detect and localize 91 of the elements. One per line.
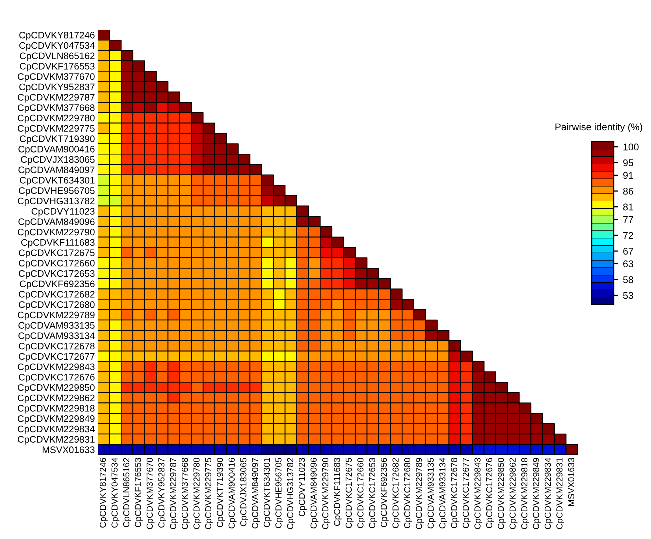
y-tick-label: CpCDVKF176553 [20, 63, 95, 72]
x-tick-label: CpCDVKM229775 [205, 458, 214, 530]
y-tick-label: CpCDVKM229843 [18, 364, 95, 372]
x-tick-label: CpCDVKM229849 [533, 458, 542, 530]
x-tick-label: CpCDVKM229789 [416, 458, 424, 530]
y-tick-label: CpCDVLN865162 [20, 52, 95, 62]
color-bar-label: 81 [623, 204, 634, 211]
x-tick-label: CpCDVKM229862 [510, 458, 518, 530]
y-tick-label: CpCDVKC172678 [19, 342, 95, 352]
y-tick-label: CpCDVKM229831 [18, 436, 95, 445]
x-tick-label: CpCDVKT634301 [264, 458, 272, 528]
x-tick-label: CpCDVKM229834 [544, 458, 553, 530]
y-tick-label: CpCDVKC172675 [19, 250, 95, 258]
y-tick-label: CpCDVKY047534 [20, 42, 95, 51]
x-tick-label: CpCDVKM229790 [322, 458, 330, 530]
y-tick-label: CpCDVKC172676 [19, 374, 95, 383]
x-tick-label: CpCDVKT719390 [217, 458, 226, 528]
y-tick-label: CpCDVKC172653 [19, 270, 95, 279]
y-tick-label: CpCDVKM229780 [18, 114, 95, 124]
x-tick-label: CpCDVAM900416 [228, 458, 237, 529]
x-tick-label: CpCDVKM229818 [521, 458, 530, 530]
y-tick-label: CpCDVKC172677 [19, 353, 95, 362]
y-tick-label: CpCDVKY817246 [20, 32, 95, 41]
color-bar-label: 86 [623, 188, 634, 195]
color-bar-label: 77 [624, 216, 634, 224]
y-tick-label: CpCDVKF692356 [20, 280, 95, 290]
y-tick-label: CpCDVAM849096 [18, 218, 95, 228]
y-tick-label: CpCDVAM933135 [18, 322, 95, 331]
x-tick-label: CpCDVKY952837 [158, 458, 166, 528]
y-tick-label: CpCDVKC172682 [19, 291, 95, 300]
x-tick-label: CpCDVAM849096 [310, 458, 319, 529]
x-tick-label: CpCDVKC172676 [486, 458, 494, 528]
color-bar-label: 63 [624, 260, 634, 268]
x-tick-label: CpCDVKM377668 [182, 458, 190, 530]
color-bar-label: 91 [623, 172, 634, 180]
x-tick-label: CpCDVKF176553 [135, 458, 144, 528]
y-tick-label: CpCDVAM933134 [18, 332, 95, 342]
x-tick-label: CpCDVKF111683 [334, 458, 342, 526]
color-bar-label: 95 [623, 160, 634, 166]
y-tick-label: CpCDVKY952837 [20, 84, 95, 92]
y-tick-label: CpCDVAM849097 [18, 166, 95, 176]
y-tick-label: CpCDVKM229849 [18, 416, 95, 424]
color-bar-title: Pairwise identity (%) [556, 123, 642, 133]
x-tick-label: MSVX01633 [568, 458, 574, 506]
y-tick-label: CpCDVKC172680 [19, 302, 95, 310]
y-tick-label: CpCDVKM229787 [18, 94, 95, 103]
y-tick-label: CpCDVJX183065 [21, 156, 95, 165]
y-tick-label: CpCDVKT634301 [20, 177, 95, 186]
x-tick-label: CpCDVKM229831 [556, 458, 565, 530]
x-tick-label: CpCDVJX183065 [240, 458, 248, 526]
x-tick-label: CpCDVY11023 [299, 458, 307, 517]
y-tick-label: MSVX01633 [42, 446, 95, 454]
x-tick-label: CpCDVAM933134 [440, 458, 448, 529]
x-tick-label: CpCDVHE956705 [276, 458, 284, 528]
y-tick-label: CpCDVKM377668 [18, 104, 95, 114]
color-bar-label: 100 [624, 144, 639, 151]
x-tick-label: CpCDVKC172680 [404, 458, 412, 528]
x-tick-label: CpCDVKM229850 [498, 458, 506, 530]
y-tick-label: CpCDVKF111683 [22, 239, 95, 248]
x-tick-label: CpCDVKM229843 [474, 458, 483, 530]
y-tick-label: CpCDVKM229862 [18, 394, 95, 404]
x-tick-label: CpCDVKC172653 [369, 458, 378, 528]
y-tick-label: CpCDVAM900416 [18, 146, 95, 155]
color-bar-label: 67 [624, 248, 634, 255]
x-tick-label: CpCDVKM229787 [170, 458, 178, 530]
x-tick-label: CpCDVKF692356 [380, 458, 389, 528]
y-tick-label: CpCDVY11023 [32, 208, 95, 217]
color-bar-label: 58 [623, 276, 634, 284]
y-tick-label: CpCDVKM229850 [18, 384, 95, 394]
x-tick-label: CpCDVKC172678 [451, 458, 460, 528]
y-tick-label: CpCDVHG313782 [18, 198, 95, 206]
x-tick-label: CpCDVKC172660 [358, 458, 366, 528]
color-bar-label: 53 [623, 292, 634, 300]
x-tick-label: CpCDVAM849097 [252, 458, 260, 529]
y-tick-label: CpCDVKC172660 [19, 260, 95, 269]
y-tick-label: CpCDVHE956705 [19, 188, 95, 196]
x-tick-label: CpCDVKM229780 [194, 458, 202, 530]
x-tick-label: CpCDVAM933135 [428, 458, 436, 529]
y-tick-label: CpCDVKM229790 [18, 228, 95, 238]
x-tick-label: CpCDVKC172675 [346, 458, 354, 528]
y-tick-label: CpCDVKM229818 [18, 405, 95, 414]
y-tick-label: CpCDVKT719390 [20, 136, 95, 144]
y-tick-label: CpCDVKM229789 [18, 312, 95, 320]
x-tick-label: CpCDVKM377670 [146, 458, 155, 530]
y-tick-label: CpCDVKM229834 [18, 426, 95, 434]
y-tick-label: CpCDVKM229775 [18, 125, 95, 134]
color-bar-label: 72 [624, 232, 634, 240]
x-tick-label: CpCDVKC172682 [392, 458, 401, 528]
x-tick-label: CpCDVHG313782 [287, 458, 296, 530]
x-tick-label: CpCDVKC172677 [462, 458, 471, 528]
y-tick-label: CpCDVKM377670 [18, 73, 95, 82]
